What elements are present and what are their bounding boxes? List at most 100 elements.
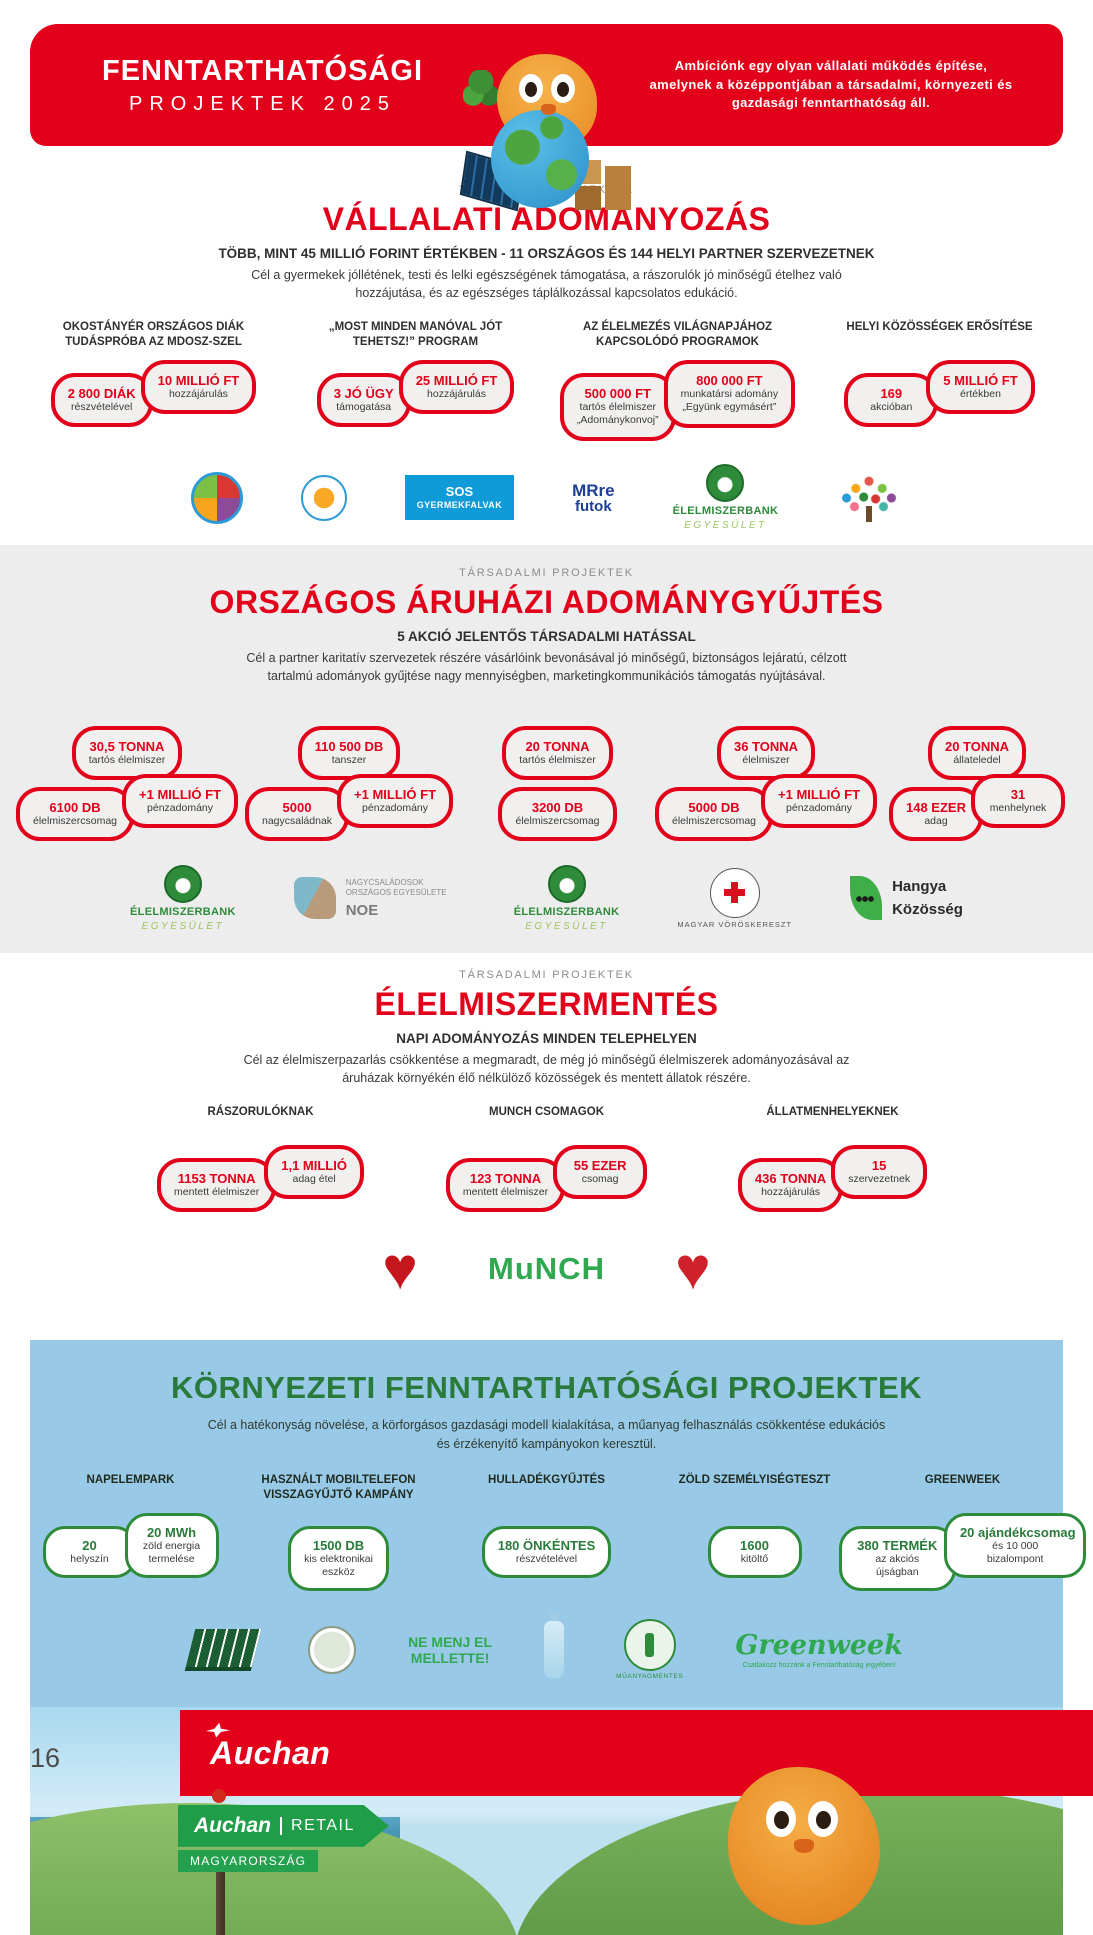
stat-bubble: 10 MILLIÓ FT hozzájárulás <box>140 360 257 415</box>
stat-bubble: 31 menhelynek <box>971 773 1065 828</box>
bubble-row: 20 TONNA tartós élelmiszer <box>502 713 613 780</box>
stat-label: mentett élelmiszer <box>462 1186 549 1199</box>
elelmiszerbank-logo: ÉLELMISZERBANK EGYESÜLET <box>514 864 620 932</box>
logo-text: MuNCH <box>488 1251 605 1287</box>
stat-bubble: 5 MILLIÓ FT értékben <box>926 360 1035 415</box>
bubble-row: 148 EZER adag 31 menhelynek <box>889 773 1065 841</box>
bubble-row: 180 ÖNKÉNTES részvételével <box>481 1513 612 1578</box>
stat-group: 20 TONNA tartós élelmiszer 3200 DB élelmisz… <box>472 703 643 841</box>
bubble-row: 20 helyszín 20 MWh zöld energia termelése <box>42 1512 219 1578</box>
auchan-logo: Auchan <box>206 1722 330 1772</box>
group-header: ZÖLD SZEMÉLYISÉGTESZT <box>678 1473 831 1486</box>
noe-icon <box>293 877 336 919</box>
sos-gyermekfalvak-logo: SOS GYERMEKFALVAK <box>404 475 515 520</box>
stat-bubble: 20 TONNA tartós élelmiszer <box>502 725 613 780</box>
bubble-row: 1153 TONNA mentett élelmiszer 1,1 MILLIÓ ad… <box>157 1145 364 1213</box>
stat-value: 10 MILLIÓ FT <box>157 373 240 389</box>
group-header: AZ ÉLELMEZÉS VILÁGNAPJÁHOZ KAPCSOLÓDÓ PR… <box>582 321 773 349</box>
stat-bubble: 169 akcióban <box>844 373 939 428</box>
globe-icon <box>490 110 589 208</box>
stat-value: 31 <box>1010 786 1026 802</box>
auchan-retail-sign: Auchan RETAIL MAGYARORSZÁG <box>178 1788 389 1935</box>
stat-bubble: 5000 nagycsaládnak <box>244 786 350 841</box>
sign-cap <box>212 1788 226 1803</box>
stat-label: pénzadomány <box>786 801 852 814</box>
logo-text: ÉLELMISZERBANK <box>672 505 779 517</box>
stat-label: kitöltő <box>740 1552 769 1565</box>
stat-bubble: 20 ajándékcsomag és 10 000 bizalompont <box>943 1512 1087 1578</box>
stat-label: eszköz <box>322 1565 355 1578</box>
stat-value: 55 EZER <box>573 1158 627 1174</box>
stat-group: HULLADÉKGYŰJTÉS 180 ÖNKÉNTES részvételével <box>448 1473 646 1578</box>
section-eyebrow: TÁRSADALMI PROJEKTEK <box>459 969 634 981</box>
group-header: RÁSZORULÓKNAK <box>207 1106 314 1119</box>
stat-value: 800 000 FT <box>696 373 763 389</box>
sign-country-text: MAGYARORSZÁG <box>178 1849 319 1872</box>
round-badge-logo <box>308 1625 357 1674</box>
bird-beak <box>794 1838 814 1853</box>
stat-label: bizalompont <box>986 1552 1044 1565</box>
section-description: Cél az élelmiszerpazarlás csökkentése a … <box>243 1053 850 1086</box>
section-description: Cél a gyermekek jóllétének, testi és lel… <box>251 268 842 301</box>
stat-group: 36 TONNA élelmiszer 5000 DB élelmiszercsoma… <box>655 703 878 841</box>
stat-label: állateledel <box>953 753 1001 766</box>
stat-group: 110 500 DB tanszer 5000 nagycsaládnak +1 MIL… <box>244 703 454 841</box>
sign-pole <box>216 1871 225 1935</box>
stat-value: 3200 DB <box>531 799 584 815</box>
voroskereszt-logo: MAGYAR VÖRÖSKERESZT <box>677 867 792 929</box>
logo-text: EGYESÜLET <box>141 920 225 932</box>
stat-label: mentett élelmiszer <box>174 1186 260 1199</box>
stat-bubble: 2 800 DIÁK részvételével <box>50 373 153 428</box>
stat-label: élelmiszercsomag <box>33 814 118 827</box>
stat-value: 20 <box>82 1537 97 1553</box>
stat-bubble: 1153 TONNA mentett élelmiszer <box>157 1158 277 1213</box>
stat-bubble: 148 EZER adag <box>889 786 983 841</box>
partner-logos: MuNCH <box>28 1234 1065 1304</box>
partner-logos: SOS GYERMEKFALVAK MRre futok ÉLELMISZERBANK E… <box>28 463 1065 533</box>
footer-brand-bar: Auchan <box>180 1710 1093 1796</box>
round-badge-icon <box>308 1625 357 1674</box>
stat-bubble: 500 000 FT tartós élelmiszer „Adománykonvo… <box>559 373 676 441</box>
stat-label: pénzadomány <box>147 801 213 814</box>
logo-text: Közösség <box>892 901 963 919</box>
bird-eye-left <box>518 74 543 103</box>
partner-logos: ÉLELMISZERBANK EGYESÜLET NAGYCSALÁDOSOK OR… <box>28 863 1065 933</box>
stat-bubble: 20 helyszín <box>42 1525 137 1578</box>
stat-label: részvételével <box>515 1552 578 1565</box>
stat-value: 20 TONNA <box>525 738 590 754</box>
bird-beak <box>540 104 556 115</box>
stat-value: 180 ÖNKÉNTES <box>497 1537 596 1553</box>
group-header: ÁLLATMENHELYEKNEK <box>766 1106 899 1119</box>
stat-group: GREENWEEK 380 TERMÉK az akciós újságban 20 … <box>838 1473 1087 1591</box>
tree-icon <box>462 70 499 116</box>
stat-bubble: 25 MILLIÓ FT hozzájárulás <box>398 360 515 415</box>
stat-label: munkatársi adomány <box>680 388 779 401</box>
stat-label: termelése <box>148 1552 195 1565</box>
stat-group: AZ ÉLELMEZÉS VILÁGNAPJÁHOZ KAPCSOLÓDÓ PR… <box>559 320 797 441</box>
logo-text: Csatlakozz hozzánk a Fenntarthatóság jeg… <box>742 1662 896 1670</box>
stat-bubble: 1600 kitöltő <box>707 1525 802 1578</box>
header-title-line2: PROJEKTEK 2025 <box>129 92 396 115</box>
partner-logos: NE MENJ EL MELLETTE! MŰANYAGMENTES Greenwee… <box>30 1607 1063 1693</box>
logo-text: SOS <box>445 484 474 500</box>
elelmiszerbank-icon <box>706 464 745 502</box>
stat-group: ZÖLD SZEMÉLYISÉGTESZT 1600 kitöltő <box>656 1473 854 1578</box>
elelmiszerbank-icon <box>547 864 586 903</box>
stat-value: +1 MILLIÓ FT <box>778 786 861 802</box>
stat-bubble: 1500 DB kis elektronikai eszköz <box>288 1525 389 1591</box>
stat-label: hozzájárulás <box>168 388 228 401</box>
stat-label: helyszín <box>70 1552 109 1565</box>
heart-hands-logo <box>370 1241 430 1297</box>
sign-retail-text: RETAIL <box>280 1816 355 1835</box>
mrre-futok-logo: MRre futok <box>572 482 615 514</box>
stat-bubble: 30,5 TONNA tartós élelmiszer <box>71 725 183 780</box>
stat-group: 20 TONNA állateledel 148 EZER adag 31 menhely… <box>889 703 1065 841</box>
ne-menj-el-logo: NE MENJ EL MELLETTE! <box>408 1634 492 1666</box>
mascot-bird-photo-icon <box>718 1749 893 1929</box>
stat-value: 5 MILLIÓ FT <box>943 373 1018 389</box>
stat-value: 25 MILLIÓ FT <box>415 373 498 389</box>
stat-groups: RÁSZORULÓKNAK 1153 TONNA mentett élelmisze… <box>28 1105 1065 1213</box>
bottle-logo <box>544 1611 565 1679</box>
bubble-row: 436 TONNA hozzájárulás 15 szervezetnek <box>737 1145 928 1213</box>
stat-bubble: 5000 DB élelmiszercsomag <box>655 786 774 841</box>
